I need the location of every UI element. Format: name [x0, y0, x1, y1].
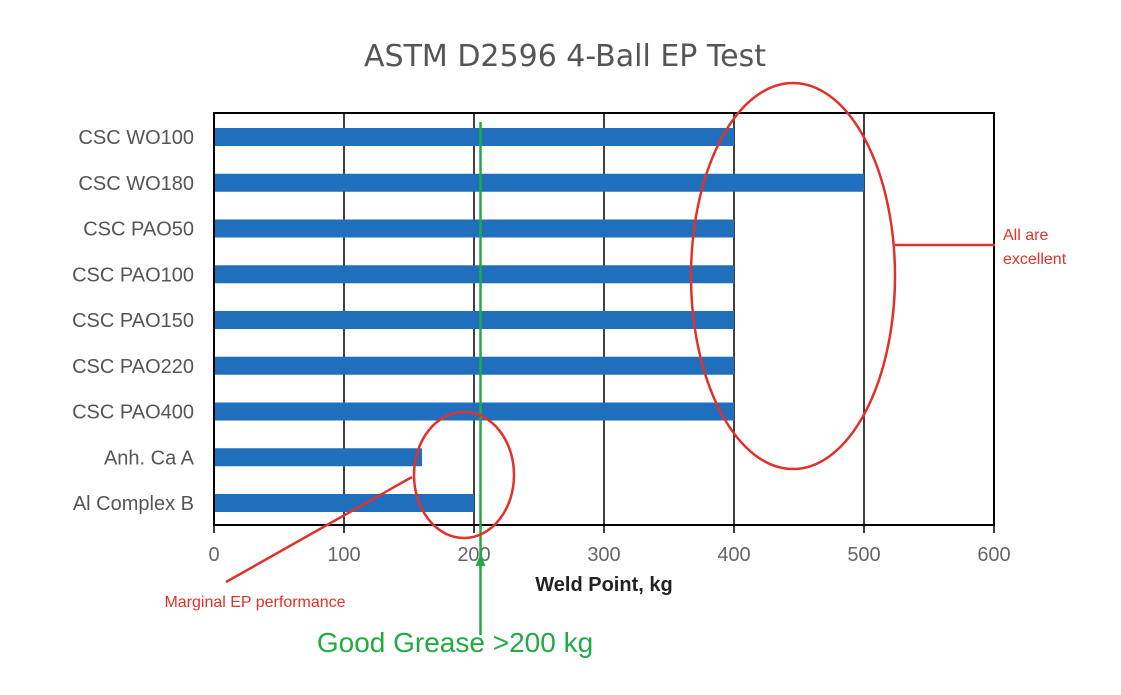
category-labels: CSC WO100 CSC WO180 CSC PAO50 CSC PAO100 CSC…	[72, 127, 195, 515]
bar-csc-wo180	[214, 173, 864, 192]
x-tick-label-100: 100	[327, 544, 360, 566]
bar-csc-pao50	[214, 219, 734, 238]
category-label-csc-wo180: CSC WO180	[78, 173, 194, 195]
bar-csc-wo100	[214, 128, 734, 146]
marginal-label: Marginal EP performance	[164, 594, 345, 611]
bars	[214, 128, 864, 512]
plot-frame	[213, 112, 995, 526]
x-tick-label-500: 500	[847, 544, 880, 566]
bar-anh-ca-a	[214, 448, 422, 467]
marginal-leader-line	[225, 475, 413, 584]
category-label-csc-pao220: CSC PAO220	[72, 356, 194, 378]
x-axis-label: Weld Point, kg	[535, 574, 672, 596]
excellent-label-line-1: All are	[1003, 227, 1048, 244]
x-tick-labels: 0 100 200 300 400 500 600	[208, 544, 1010, 566]
chart-title: ASTM D2596 4-Ball EP Test	[364, 39, 766, 74]
bar-al-complex-b	[214, 494, 474, 512]
excellent-label-background	[995, 212, 1121, 274]
category-label-al-complex-b: Al Complex B	[73, 493, 194, 515]
bar-csc-pao220	[214, 356, 734, 375]
category-label-csc-pao400: CSC PAO400	[72, 402, 194, 424]
bar-csc-pao150	[214, 311, 734, 329]
excellent-label: All are excellent	[1003, 227, 1067, 268]
excellent-label-line-2: excellent	[1003, 251, 1067, 268]
x-tick-label-400: 400	[717, 544, 750, 566]
bar-csc-pao400	[214, 402, 734, 421]
category-label-anh-ca-a: Anh. Ca A	[104, 447, 195, 469]
x-tick-label-0: 0	[208, 544, 219, 566]
x-tick-label-200: 200	[457, 544, 490, 566]
threshold-arrow	[475, 554, 486, 566]
bar-csc-pao100	[214, 265, 734, 284]
x-tick-label-300: 300	[587, 544, 620, 566]
excellent-ellipse	[689, 81, 897, 471]
category-label-csc-pao150: CSC PAO150	[72, 310, 194, 332]
category-label-csc-wo100: CSC WO100	[78, 127, 194, 149]
marginal-ellipse	[412, 410, 516, 540]
good-grease-label: Good Grease >200 kg	[317, 627, 593, 658]
x-tick-label-600: 600	[977, 544, 1010, 566]
category-label-csc-pao100: CSC PAO100	[72, 264, 194, 286]
category-label-csc-pao50: CSC PAO50	[83, 219, 194, 241]
